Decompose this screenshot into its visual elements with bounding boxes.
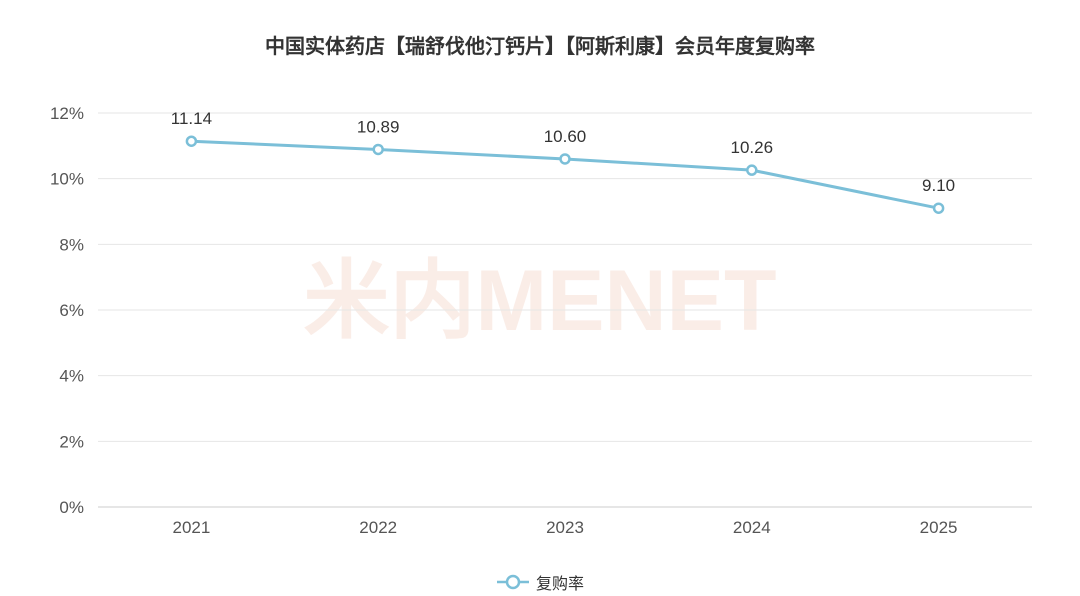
x-tick-label: 2022 <box>359 518 397 537</box>
series-line <box>185 135 945 214</box>
line-chart: 米内MENET 0%2%4%6%8%10%12% 2021 2022 2023 202… <box>50 104 1032 537</box>
y-tick-label: 8% <box>59 235 84 254</box>
x-axis: 2021 2022 2023 2024 2025 <box>172 518 957 537</box>
data-labels: 11.14 10.89 10.60 10.26 9.10 <box>171 109 955 195</box>
data-point <box>185 135 198 147</box>
legend-label: 复购率 <box>535 574 584 593</box>
y-tick-label: 4% <box>59 367 84 386</box>
data-label: 9.10 <box>922 176 955 195</box>
legend[interactable]: 复购率 <box>0 570 1080 595</box>
y-axis: 0% 2% 4% 6% 8% 10% 12% <box>50 104 84 517</box>
data-label: 11.14 <box>171 109 212 128</box>
y-tick-label: 0% <box>59 498 84 517</box>
watermark: 米内MENET <box>304 253 777 349</box>
x-tick-label: 2024 <box>733 518 771 537</box>
data-label: 10.26 <box>731 138 774 157</box>
legend-marker-icon <box>496 574 529 590</box>
chart-title: 中国实体药店【瑞舒伐他汀钙片】【阿斯利康】会员年度复购率 <box>265 34 815 58</box>
y-tick-label: 2% <box>59 432 84 451</box>
series-path <box>191 139 939 210</box>
data-point <box>746 164 758 176</box>
x-tick-label: 2023 <box>546 518 584 537</box>
data-label: 10.60 <box>544 127 587 146</box>
data-point <box>372 143 384 156</box>
data-point <box>559 153 571 165</box>
data-point <box>932 202 945 214</box>
legend-item[interactable]: 复购率 <box>496 570 584 594</box>
x-tick-label: 2025 <box>920 518 958 537</box>
y-tick-label: 12% <box>50 104 84 123</box>
y-tick-label: 6% <box>59 301 84 320</box>
data-label: 10.89 <box>357 117 400 136</box>
y-tick-label: 10% <box>50 170 84 189</box>
grid-lines <box>98 112 1032 508</box>
x-tick-label: 2021 <box>172 518 210 537</box>
